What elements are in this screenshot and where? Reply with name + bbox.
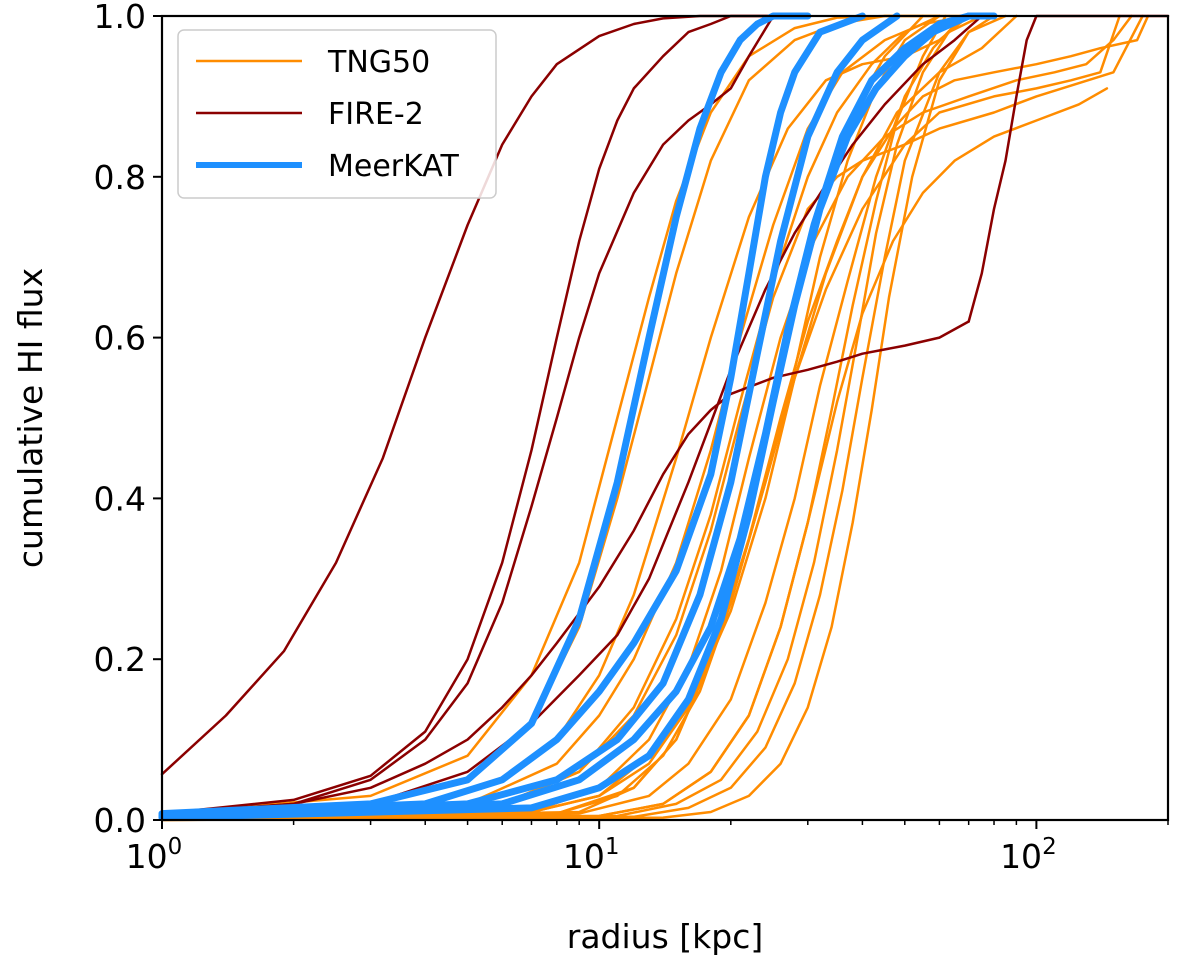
series-line-tng50-16 (160, 14, 984, 821)
series-line-tng50-6 (160, 14, 1144, 819)
series-line-meerkat-3 (158, 12, 901, 820)
x-tick-label: 100 (126, 834, 183, 876)
y-tick-label: 0.8 (94, 158, 146, 197)
x-tick-label: 102 (1000, 834, 1057, 876)
series-line-tng50-13 (160, 14, 965, 821)
series-line-meerkat-5 (158, 12, 998, 822)
legend-label-fire-2: FIRE-2 (328, 97, 424, 132)
series-line-meerkat-1 (158, 12, 812, 818)
series-line-tng50-7 (160, 14, 1133, 820)
plot-frame (160, 14, 1170, 822)
y-tick-label: 0.6 (94, 319, 146, 358)
legend: TNG50 FIRE-2 MeerKAT (177, 29, 497, 199)
axis-ticks: 0.0 0.2 0.4 0.6 0.8 1.0 100 101 102 (94, 0, 1169, 876)
x-axis-label: radius [kpc] (567, 917, 763, 956)
series-line-tng50-18 (160, 14, 996, 822)
series-line-fire-2-5 (967, 14, 1170, 323)
series-line-meerkat-2 (158, 12, 866, 819)
y-tick-label: 0.2 (94, 640, 146, 679)
y-tick-label: 1.0 (94, 0, 146, 36)
x-tick-label: 101 (563, 834, 620, 876)
y-tick-label: 0.4 (94, 479, 146, 518)
legend-box (177, 29, 497, 199)
legend-label-meerkat: MeerKAT (328, 149, 459, 184)
series-line-fire-2-1 (160, 14, 775, 776)
series-line-fire-2-3 (160, 14, 775, 815)
series-line-tng50-17 (160, 14, 1007, 822)
series-line-fire-2-2 (160, 14, 775, 815)
y-tick-label: 0.0 (94, 801, 146, 840)
series-line-fire-2-4 (160, 320, 970, 815)
legend-label-tng50: TNG50 (327, 45, 430, 80)
y-axis-label: cumulative HI flux (11, 268, 50, 568)
